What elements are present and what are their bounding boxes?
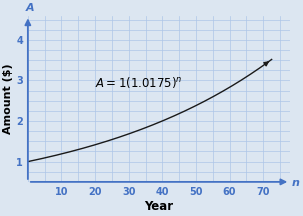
Text: A: A [25,3,34,13]
Y-axis label: Amount ($): Amount ($) [3,63,13,134]
Text: $A = 1(1.0175)^n$: $A = 1(1.0175)^n$ [95,75,183,89]
X-axis label: Year: Year [145,200,174,213]
Text: n: n [292,178,300,188]
